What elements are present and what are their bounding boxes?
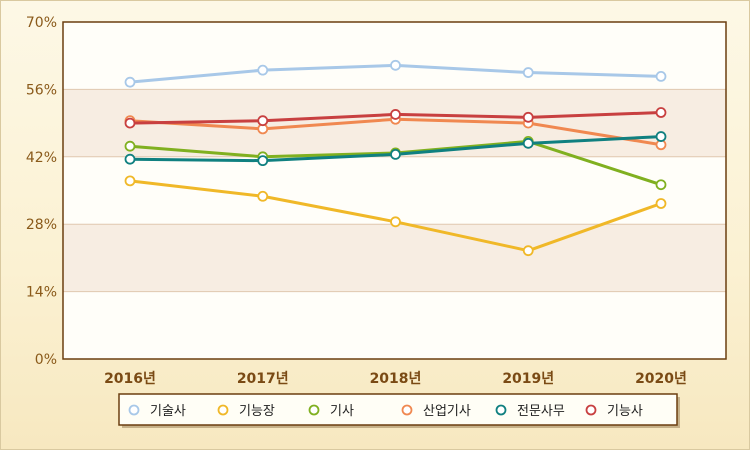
data-point[interactable] bbox=[655, 179, 667, 191]
legend-label: 기사 bbox=[330, 404, 354, 419]
data-point[interactable] bbox=[124, 153, 136, 165]
data-point[interactable] bbox=[124, 76, 136, 88]
data-point[interactable] bbox=[257, 155, 269, 167]
data-point[interactable] bbox=[655, 131, 667, 142]
legend-label: 산업기사 bbox=[423, 404, 471, 419]
y-tick-label: 28% bbox=[26, 217, 57, 233]
data-point[interactable] bbox=[655, 198, 667, 209]
legend-marker bbox=[585, 404, 597, 416]
data-point[interactable] bbox=[655, 71, 667, 82]
legend-marker bbox=[308, 404, 320, 416]
legend-box bbox=[118, 393, 678, 426]
x-tick-label: 2018년 bbox=[370, 371, 422, 387]
legend-marker bbox=[217, 404, 229, 416]
data-point[interactable] bbox=[257, 64, 269, 76]
data-point[interactable] bbox=[390, 59, 401, 71]
y-tick-label: 70% bbox=[26, 15, 57, 31]
data-point[interactable] bbox=[522, 111, 534, 123]
y-tick-label: 14% bbox=[26, 285, 57, 301]
background-band bbox=[63, 156, 726, 225]
x-tick-label: 2017년 bbox=[237, 371, 289, 387]
data-point[interactable] bbox=[257, 115, 269, 127]
data-point[interactable] bbox=[522, 67, 534, 78]
y-tick-label: 56% bbox=[26, 82, 57, 98]
legend: 기술사 기능장 기사 산업기사 전문사무 기능사 bbox=[118, 393, 680, 428]
legend-label: 기능장 bbox=[239, 404, 275, 419]
data-point[interactable] bbox=[522, 137, 534, 149]
data-point[interactable] bbox=[390, 148, 401, 160]
data-point[interactable] bbox=[257, 190, 269, 202]
data-point[interactable] bbox=[522, 245, 534, 257]
data-point[interactable] bbox=[124, 140, 136, 152]
data-point[interactable] bbox=[655, 107, 667, 118]
x-tick-label: 2020년 bbox=[635, 371, 687, 387]
x-tick-label: 2016년 bbox=[104, 371, 156, 387]
y-tick-label: 0% bbox=[35, 352, 57, 368]
background-band bbox=[63, 224, 726, 292]
data-point[interactable] bbox=[124, 175, 136, 187]
data-point[interactable] bbox=[390, 109, 401, 120]
legend-label: 기능사 bbox=[607, 404, 643, 419]
background-band bbox=[63, 291, 726, 359]
x-tick-label: 2019년 bbox=[502, 371, 554, 387]
data-point[interactable] bbox=[124, 117, 136, 129]
legend-marker bbox=[128, 404, 140, 416]
legend-label: 기술사 bbox=[150, 404, 186, 419]
legend-marker bbox=[401, 404, 413, 416]
data-point[interactable] bbox=[390, 216, 401, 228]
legend-marker bbox=[495, 404, 507, 416]
legend-label: 전문사무 bbox=[517, 404, 565, 419]
y-tick-label: 42% bbox=[26, 150, 57, 166]
plot-area-border bbox=[62, 21, 727, 360]
